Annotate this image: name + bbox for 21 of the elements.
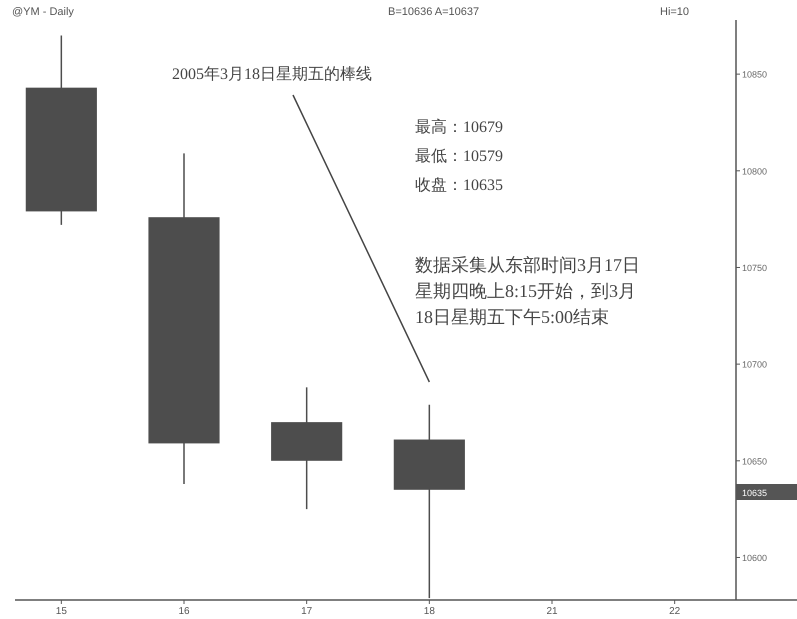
y-tick-label: 10700 bbox=[742, 360, 768, 370]
chart-title: @YM - Daily bbox=[12, 6, 74, 18]
x-tick-label: 17 bbox=[301, 606, 313, 617]
annotation: 收盘：10635 bbox=[415, 177, 503, 194]
annotation: 最高：10679 bbox=[415, 118, 503, 136]
x-tick-label: 22 bbox=[669, 606, 681, 617]
annotation: 10635 bbox=[742, 488, 768, 498]
annotation: 最低：10579 bbox=[415, 148, 503, 165]
y-tick-label: 10650 bbox=[742, 456, 768, 466]
x-tick-label: 21 bbox=[546, 606, 558, 617]
text: Hi=10 bbox=[660, 6, 690, 18]
y-tick-label: 10850 bbox=[742, 70, 768, 80]
x-tick-label: 15 bbox=[56, 606, 68, 617]
annotation: 2005年3月18日星期五的棒线 bbox=[172, 65, 372, 83]
annotation: 数据采集从东部时间3月17日星期四晚上8:15开始，到3月18日星期五下午5:00结束 bbox=[415, 255, 640, 328]
x-tick-label: 18 bbox=[424, 606, 436, 617]
text: B=10636 A=10637 bbox=[388, 6, 480, 18]
x-tick-label: 16 bbox=[178, 606, 190, 617]
y-tick-label: 10800 bbox=[742, 166, 768, 176]
y-tick-label: 10600 bbox=[742, 552, 768, 563]
y-tick-label: 10750 bbox=[742, 262, 768, 273]
